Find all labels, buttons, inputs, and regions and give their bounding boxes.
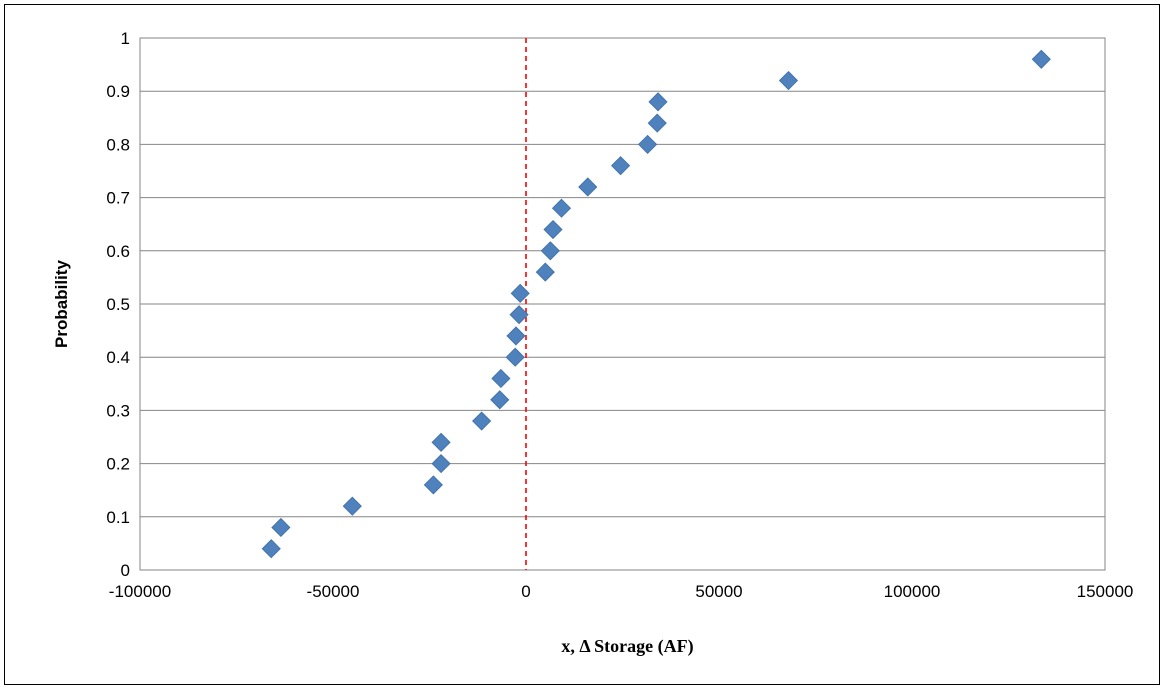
- scatter-chart: 0 0.1 0.2 0.3 0.4 0.5 0.6 0.7 0.8 0.9 1 -100000 -50…: [52, 29, 1134, 657]
- y-tick-label: 0.4: [106, 348, 130, 367]
- x-tick-label: -100000: [109, 582, 171, 601]
- data-point: [510, 283, 530, 303]
- data-point: [1031, 49, 1051, 69]
- y-tick-label: 0.5: [106, 295, 130, 314]
- x-axis-tick-labels: -100000 -50000 0 50000 100000 150000: [109, 582, 1134, 601]
- x-tick-label: 50000: [695, 582, 742, 601]
- plot-area: [139, 37, 1106, 571]
- data-point: [509, 305, 529, 325]
- data-point: [638, 134, 658, 154]
- data-point: [261, 539, 281, 559]
- y-tick-label: 0.6: [106, 242, 130, 261]
- data-point: [506, 326, 526, 346]
- data-point: [778, 70, 799, 91]
- data-point: [431, 432, 451, 452]
- data-point: [647, 113, 667, 133]
- x-axis-title: x, Δ Storage (AF): [561, 636, 693, 657]
- data-point: [551, 198, 572, 218]
- chart-frame: 0 0.1 0.2 0.3 0.4 0.5 0.6 0.7 0.8 0.9 1 -100000 -50…: [4, 4, 1160, 685]
- data-point: [431, 454, 451, 474]
- y-axis-title: Probability: [52, 260, 71, 348]
- y-tick-label: 0.2: [106, 455, 130, 474]
- data-point: [611, 156, 631, 176]
- data-point: [423, 475, 443, 495]
- x-tick-label: 150000: [1077, 582, 1134, 601]
- y-axis-tick-labels: 0 0.1 0.2 0.3 0.4 0.5 0.6 0.7 0.8 0.9 1: [106, 29, 130, 580]
- data-point: [578, 177, 598, 197]
- data-point: [271, 517, 291, 538]
- x-tick-label: 0: [521, 582, 530, 601]
- y-tick-label: 1: [121, 29, 130, 48]
- y-tick-label: 0.1: [106, 508, 130, 527]
- y-tick-label: 0.3: [106, 401, 130, 420]
- x-tick-label: 100000: [884, 582, 941, 601]
- data-point: [472, 411, 492, 431]
- data-point: [543, 219, 563, 240]
- data-points: [261, 49, 1051, 559]
- data-point: [648, 92, 668, 112]
- x-tick-label: -50000: [307, 582, 360, 601]
- data-point: [491, 368, 511, 389]
- data-point: [490, 390, 510, 410]
- data-point: [505, 347, 525, 367]
- gridlines: [140, 90, 1105, 518]
- data-point: [540, 241, 560, 261]
- data-point: [535, 262, 555, 282]
- y-tick-label: 0.8: [106, 135, 130, 154]
- y-tick-label: 0: [121, 561, 130, 580]
- data-point: [342, 496, 362, 516]
- y-tick-label: 0.7: [106, 189, 130, 208]
- y-tick-label: 0.9: [106, 82, 130, 101]
